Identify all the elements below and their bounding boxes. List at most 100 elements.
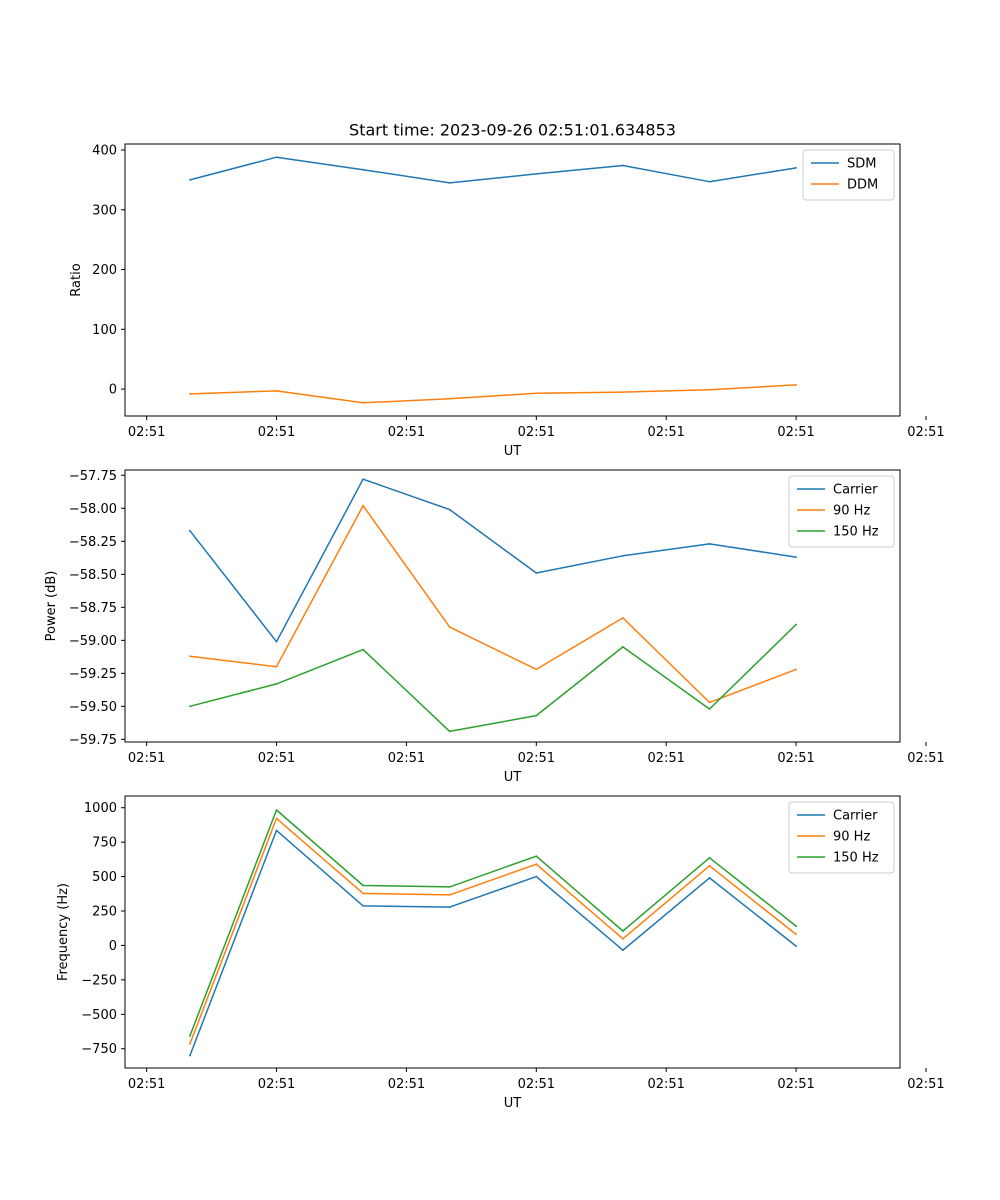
x-tick-label: 02:51 [907,751,944,766]
plot-area-frame [124,795,901,1069]
x-tick-label: 02:51 [518,751,555,766]
data-point-90-hz [448,626,451,629]
y-tick-label: 200 [92,263,117,278]
series-line-carrier [189,478,797,643]
legend-label: Carrier [833,483,878,498]
x-tick-label: 02:51 [128,1077,165,1092]
legend: Carrier 90 Hz 150 Hz [788,801,895,874]
series-line-90-hz [189,504,797,704]
x-tick-label: 02:51 [518,1077,555,1092]
y-tick-label: 750 [92,836,117,851]
y-tick-label: −500 [81,1008,117,1023]
data-point-90-hz [189,655,191,658]
data-point-carrier [362,478,365,481]
data-point-90-hz [708,864,711,867]
data-point-carrier [448,508,451,511]
data-point-carrier [362,905,365,907]
x-tick-label: 02:51 [388,751,425,766]
legend: Carrier 90 Hz 150 Hz [788,475,895,548]
data-point-90-hz [535,863,538,866]
data-point-90-hz [362,504,365,507]
data-point-ddm [275,389,278,392]
data-point-90-hz [622,937,624,940]
x-tick-label: 02:51 [647,751,684,766]
x-tick-label: 02:51 [518,425,555,440]
data-point-carrier [622,554,624,557]
series-line-90-hz [189,817,797,1045]
plot-area-frame [124,469,901,743]
data-point-90-hz [622,616,624,619]
data-point-carrier [795,945,797,948]
y-tick-label: −59.25 [69,667,117,682]
chart-panel-1: 02:51 02:51 02:51 02:51 02:51 02:51 02:51 400 30… [69,143,945,459]
data-point-90-hz [708,701,711,704]
series-line-150-hz [189,623,797,733]
data-point-sdm [708,180,711,183]
data-point-150-hz [622,646,624,648]
data-point-sdm [795,167,797,169]
data-point-sdm [362,168,365,171]
x-axis-label: UT [504,1096,522,1111]
data-point-90-hz [362,892,365,895]
legend-label: SDM [847,157,876,172]
y-tick-label: −58.00 [69,502,117,517]
y-axis-label: Power (dB) [44,571,59,642]
data-point-carrier [622,949,624,952]
series-line-sdm [189,156,797,184]
x-tick-label: 02:51 [777,751,814,766]
x-tick-label: 02:51 [258,425,295,440]
data-point-90-hz [795,668,797,671]
data-point-sdm [189,178,191,181]
y-tick-label: 1000 [84,801,117,816]
data-point-150-hz [795,925,797,928]
data-point-90-hz [795,933,797,936]
data-point-sdm [448,181,451,184]
data-point-90-hz [275,665,278,668]
data-point-ddm [622,391,624,393]
y-axis-label: Frequency (Hz) [56,883,71,981]
y-tick-label: 400 [92,143,117,158]
legend-label: 90 Hz [833,830,870,845]
y-tick-label: −750 [81,1042,117,1057]
data-point-90-hz [448,893,451,896]
data-point-carrier [275,829,278,832]
y-tick-label: 100 [92,323,117,338]
data-point-ddm [448,397,451,400]
legend-label: 90 Hz [833,504,870,519]
y-tick-label: −59.50 [69,700,117,715]
chart-panel-3: 02:51 02:51 02:51 02:51 02:51 02:51 02:51 1000 7… [56,795,945,1111]
data-point-150-hz [189,1035,191,1037]
legend-label: 150 Hz [833,851,879,866]
data-point-90-hz [275,817,278,820]
x-tick-label: 02:51 [388,425,425,440]
legend: SDM DDM [802,149,895,201]
data-point-150-hz [189,705,191,708]
y-tick-label: −58.50 [69,568,117,583]
x-tick-label: 02:51 [907,425,944,440]
data-point-90-hz [189,1042,191,1045]
data-point-150-hz [535,855,538,858]
series-line-150-hz [189,809,797,1037]
data-point-150-hz [362,884,365,887]
x-tick-label: 02:51 [128,425,165,440]
legend-box [788,801,895,874]
data-point-150-hz [535,714,538,717]
data-point-carrier [708,543,711,545]
data-point-150-hz [448,885,451,888]
y-tick-label: −58.25 [69,535,117,550]
legend-box [788,475,895,548]
y-tick-label: −58.75 [69,601,117,616]
data-point-carrier [189,529,191,532]
x-tick-label: 02:51 [128,751,165,766]
data-point-150-hz [708,708,711,710]
y-tick-label: −57.75 [69,469,117,484]
data-point-150-hz [275,683,278,685]
data-point-ddm [795,384,797,386]
data-point-150-hz [708,856,711,859]
plot-area-frame [124,143,901,417]
data-point-carrier [275,640,278,643]
data-point-sdm [622,164,624,167]
data-point-150-hz [362,648,365,651]
legend-label: Carrier [833,809,878,824]
